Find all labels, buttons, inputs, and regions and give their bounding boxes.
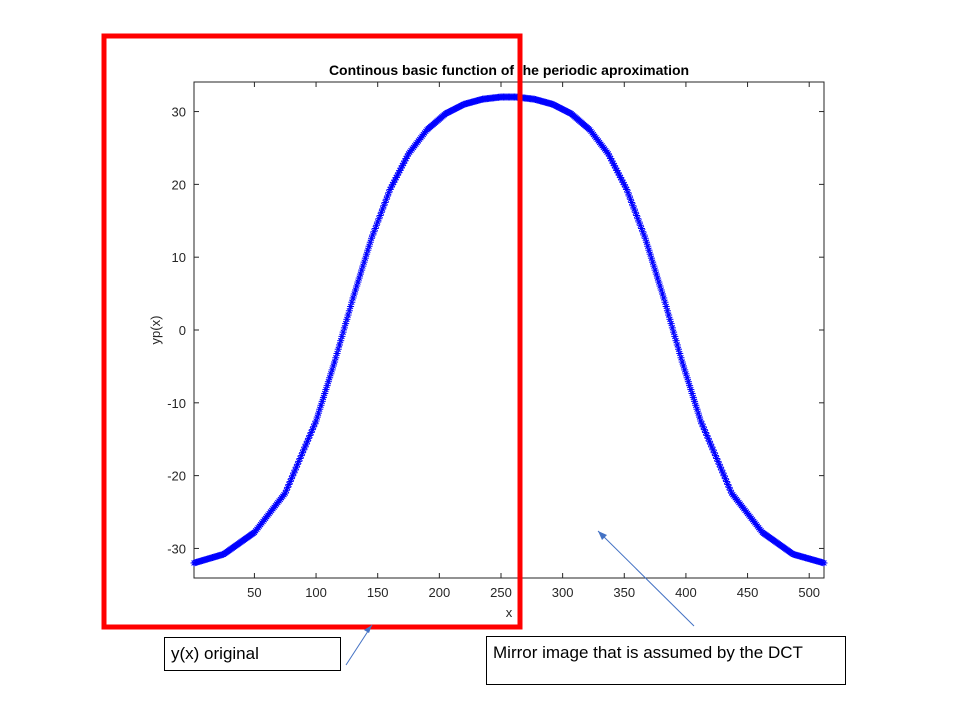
x-tick-label: 50 <box>247 585 261 600</box>
x-tick-label: 100 <box>305 585 327 600</box>
data-point <box>714 457 722 465</box>
data-point <box>286 478 294 486</box>
data-point <box>820 559 828 567</box>
x-axis-label: x <box>506 605 513 620</box>
data-point <box>369 231 377 239</box>
data-point <box>311 420 319 428</box>
x-tick-label: 450 <box>737 585 759 600</box>
data-point <box>371 224 379 232</box>
y-tick-label: -10 <box>167 396 186 411</box>
y-tick-label: 20 <box>172 177 186 192</box>
y-tick-label: 10 <box>172 250 186 265</box>
y-axis-label: yp(x) <box>148 316 163 345</box>
mirror-callout-arrow <box>597 530 695 627</box>
original-callout-text: y(x) original <box>171 644 259 663</box>
axes: 50 100 150 200 250 300 350 400 450 500 -30 -20 -10 0 1… <box>167 82 824 600</box>
data-point <box>382 195 390 203</box>
x-tick-label: 200 <box>428 585 450 600</box>
x-tick-label: 250 <box>490 585 512 600</box>
y-tick-label: -30 <box>167 541 186 556</box>
original-callout: y(x) original <box>164 637 341 671</box>
y-tick-label: 0 <box>179 323 186 338</box>
y-tick-label: -20 <box>167 469 186 484</box>
x-tick-label: 300 <box>552 585 574 600</box>
data-point <box>364 246 372 254</box>
data-point <box>376 211 384 219</box>
x-tick-label: 400 <box>675 585 697 600</box>
x-tick-label: 350 <box>613 585 635 600</box>
mirror-callout-arrowhead <box>598 531 607 540</box>
mirror-callout-text: Mirror image that is assumed by the DCT <box>493 643 803 662</box>
original-region-highlight <box>101 33 523 630</box>
x-tick-label: 150 <box>367 585 389 600</box>
plot-area <box>193 81 825 579</box>
data-series <box>190 93 828 567</box>
data-point <box>315 409 323 417</box>
mirror-callout: Mirror image that is assumed by the DCT <box>486 636 846 685</box>
chart-title: Continous basic function of the periodic… <box>329 62 689 78</box>
data-point <box>308 426 316 434</box>
data-point <box>647 254 655 262</box>
data-point <box>709 446 717 454</box>
x-tick-label: 500 <box>798 585 820 600</box>
y-tick-label: 30 <box>172 105 186 120</box>
data-point <box>626 195 634 203</box>
original-callout-arrowhead <box>364 625 372 633</box>
